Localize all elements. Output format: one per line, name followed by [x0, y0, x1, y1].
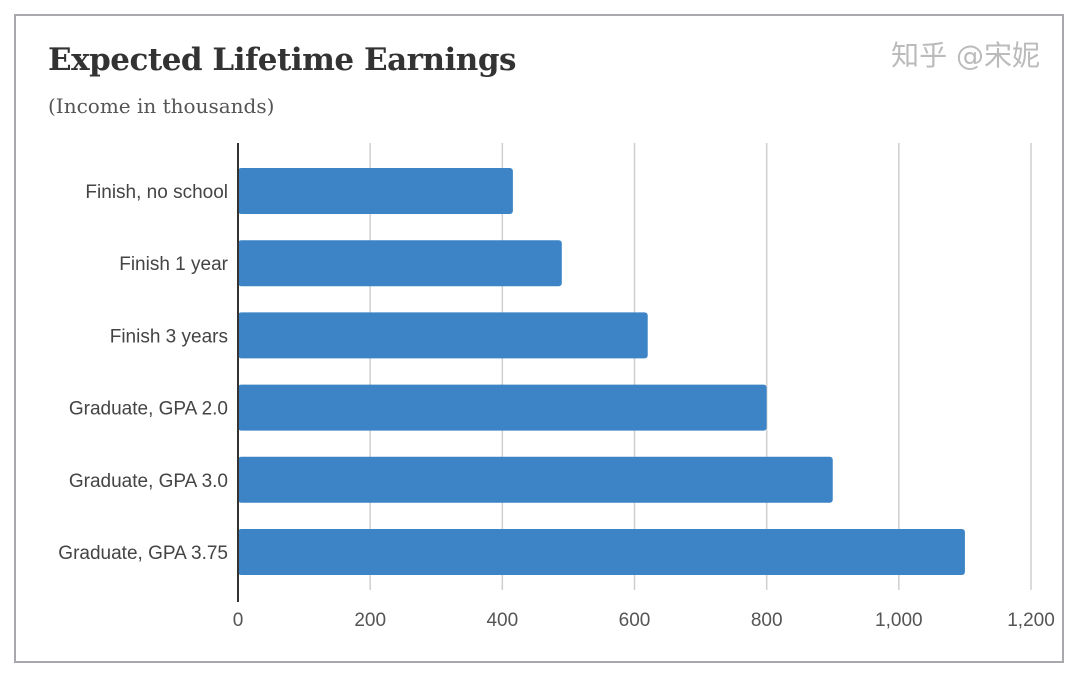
y-category-label: Graduate, GPA 3.75: [58, 543, 228, 564]
y-category-label: Graduate, GPA 2.0: [69, 399, 228, 420]
bar: [238, 168, 513, 214]
chart-subtitle: (Income in thousands): [48, 94, 275, 118]
y-category-label: Graduate, GPA 3.0: [69, 471, 228, 492]
bar: [238, 240, 562, 287]
bar: [238, 384, 767, 431]
x-tick-label: 1,000: [875, 610, 923, 631]
x-tick-label: 400: [486, 610, 518, 631]
watermark: 知乎 @宋妮: [891, 39, 1040, 72]
x-tick-label: 600: [619, 610, 651, 631]
y-category-label: Finish 1 year: [119, 254, 228, 275]
y-category-label: Finish, no school: [85, 182, 228, 203]
bar: [238, 312, 648, 359]
bar: [238, 456, 833, 503]
x-tick-label: 800: [751, 610, 783, 631]
x-tick-label: 200: [354, 610, 386, 631]
y-category-label: Finish 3 years: [110, 326, 228, 347]
chart-title: Expected Lifetime Earnings: [48, 42, 516, 78]
bar: [238, 529, 965, 575]
x-tick-label: 0: [233, 610, 244, 631]
x-tick-label: 1,200: [1007, 610, 1055, 631]
